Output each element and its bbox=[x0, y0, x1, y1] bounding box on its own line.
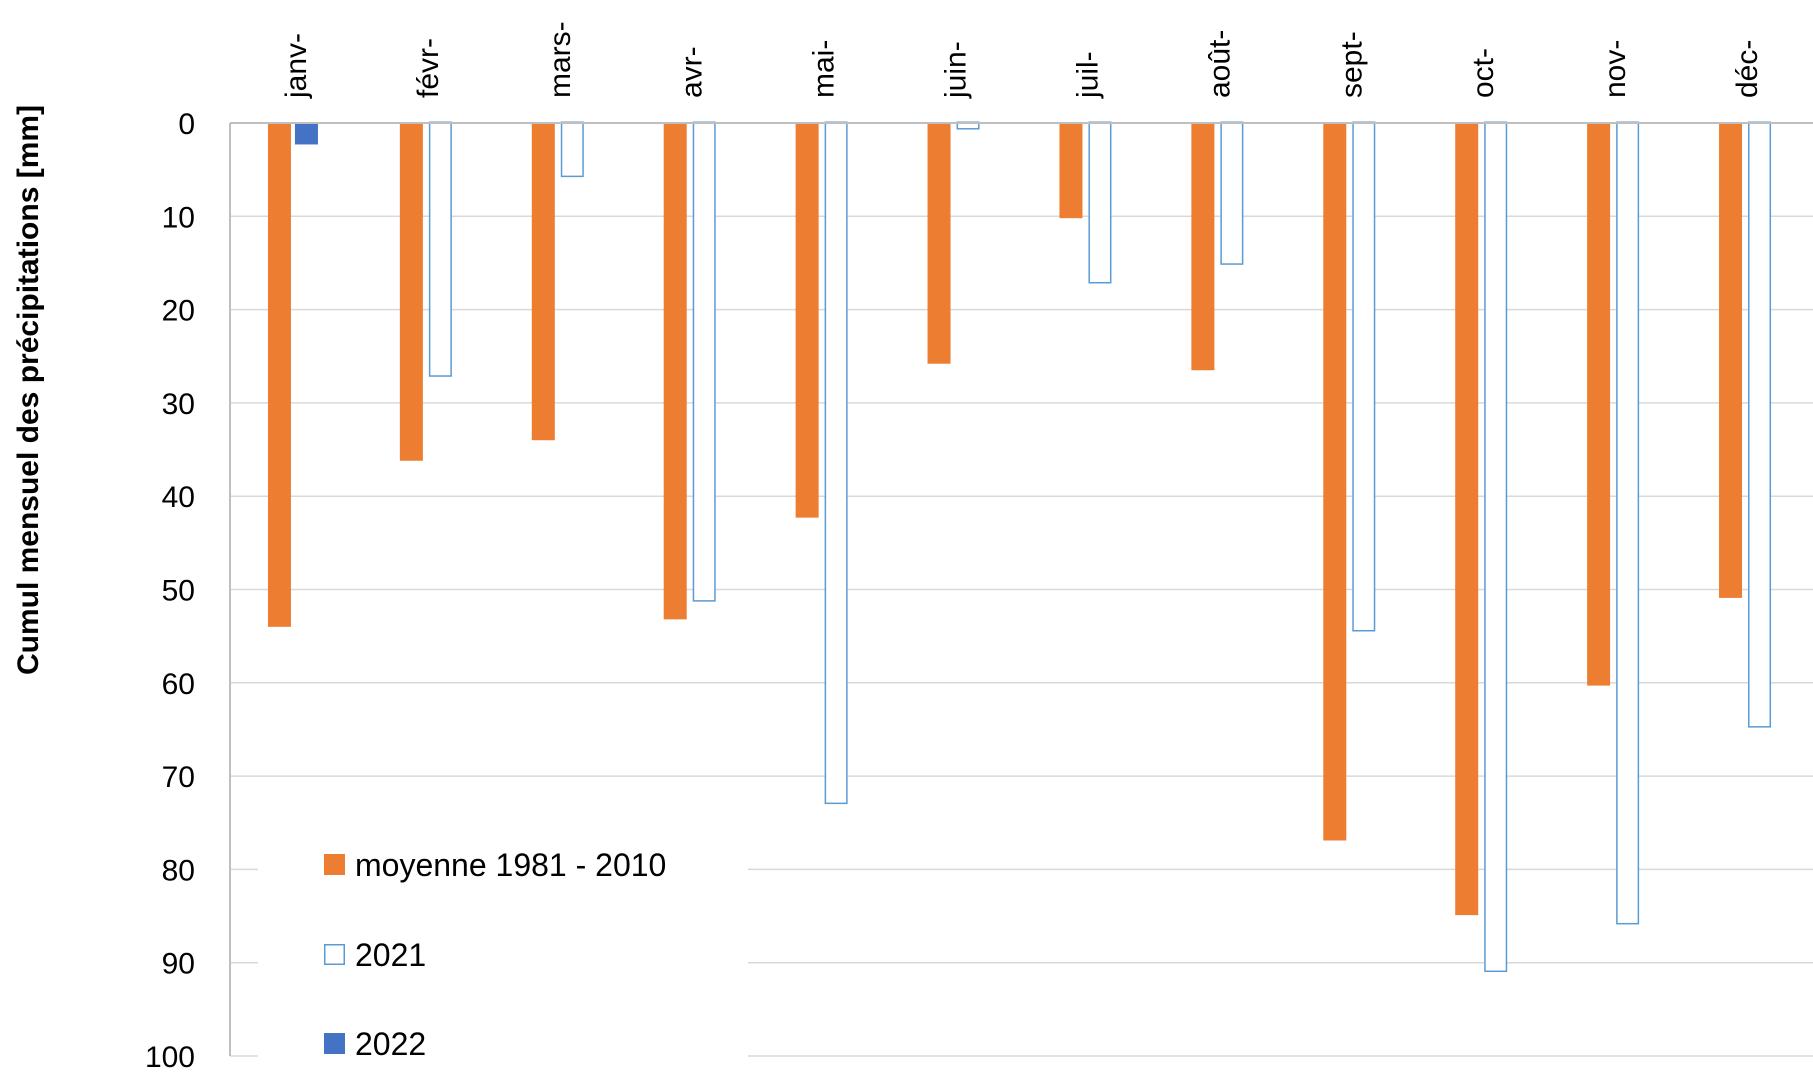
legend-label: moyenne 1981 - 2010 bbox=[355, 847, 666, 883]
y-axis-label: Cumul mensuel des précipitations [mm] bbox=[12, 105, 45, 675]
y-tick-label: 20 bbox=[162, 295, 195, 328]
y-tick-label: 40 bbox=[162, 481, 195, 514]
x-tick-label: avr- bbox=[676, 46, 709, 98]
bar-moyenne-1981-2010-1 bbox=[399, 123, 423, 461]
y-tick-labels: 0 10 20 30 40 50 60 70 80 90 100 bbox=[145, 108, 195, 1074]
bar-2021-8 bbox=[1352, 121, 1376, 632]
legend-label: 2021 bbox=[355, 937, 426, 973]
bar-moyenne-1981-2010-7 bbox=[1191, 123, 1215, 371]
bar-2021-3 bbox=[692, 121, 716, 602]
y-tick-label: 100 bbox=[145, 1041, 195, 1074]
x-tick-label: nov- bbox=[1599, 40, 1632, 98]
bar-moyenne-1981-2010-6 bbox=[1059, 123, 1083, 219]
legend: moyenne 1981 - 2010 2021 2022 bbox=[258, 818, 748, 1075]
bar-moyenne-1981-2010-11 bbox=[1719, 123, 1743, 598]
x-tick-label: juil- bbox=[1071, 51, 1104, 99]
x-tick-label: déc- bbox=[1731, 40, 1764, 98]
x-tick-label: août- bbox=[1203, 30, 1236, 98]
x-tick-label: oct- bbox=[1467, 48, 1500, 98]
bar-moyenne-1981-2010-4 bbox=[795, 123, 819, 518]
x-tick-label: mars- bbox=[544, 21, 577, 98]
y-tick-label: 30 bbox=[162, 388, 195, 421]
x-tick-label: mai- bbox=[808, 40, 841, 98]
y-tick-label: 90 bbox=[162, 948, 195, 981]
y-tick-label: 60 bbox=[162, 668, 195, 701]
y-tick-label: 80 bbox=[162, 854, 195, 887]
bar-2022-0 bbox=[294, 123, 318, 145]
bar-moyenne-1981-2010-9 bbox=[1455, 123, 1479, 916]
legend-label: 2022 bbox=[355, 1026, 426, 1062]
y-tick-label: 10 bbox=[162, 201, 195, 234]
x-tick-label: janv- bbox=[280, 33, 313, 99]
legend-swatch bbox=[324, 944, 345, 965]
y-tick-label: 50 bbox=[162, 575, 195, 608]
bar-2021-11 bbox=[1748, 121, 1772, 728]
bar-2021-6 bbox=[1088, 121, 1112, 284]
bar-2021-1 bbox=[428, 121, 452, 377]
x-tick-label: févr- bbox=[412, 38, 445, 98]
bar-moyenne-1981-2010-10 bbox=[1587, 123, 1611, 686]
bar-2021-7 bbox=[1220, 121, 1244, 265]
bars bbox=[267, 121, 1772, 973]
y-tick-label: 0 bbox=[178, 108, 195, 141]
bar-2021-4 bbox=[824, 121, 848, 805]
axes bbox=[229, 122, 1813, 1056]
bar-2021-10 bbox=[1616, 121, 1640, 925]
legend-swatch bbox=[324, 1033, 345, 1054]
bar-moyenne-1981-2010-2 bbox=[531, 123, 555, 441]
legend-swatch bbox=[324, 854, 345, 875]
bar-moyenne-1981-2010-8 bbox=[1323, 123, 1347, 841]
bar-2021-9 bbox=[1484, 121, 1508, 973]
y-tick-label: 70 bbox=[162, 761, 195, 794]
x-tick-labels: janv-févr-mars-avr-mai-juin-juil-août-se… bbox=[280, 21, 1764, 99]
bar-moyenne-1981-2010-3 bbox=[663, 123, 687, 620]
bar-moyenne-1981-2010-5 bbox=[927, 123, 951, 364]
gridlines bbox=[230, 215, 1813, 1057]
bar-moyenne-1981-2010-0 bbox=[267, 123, 291, 627]
x-tick-label: sept- bbox=[1335, 31, 1368, 98]
x-tick-label: juin- bbox=[940, 41, 973, 99]
bar-2021-2 bbox=[560, 121, 584, 178]
